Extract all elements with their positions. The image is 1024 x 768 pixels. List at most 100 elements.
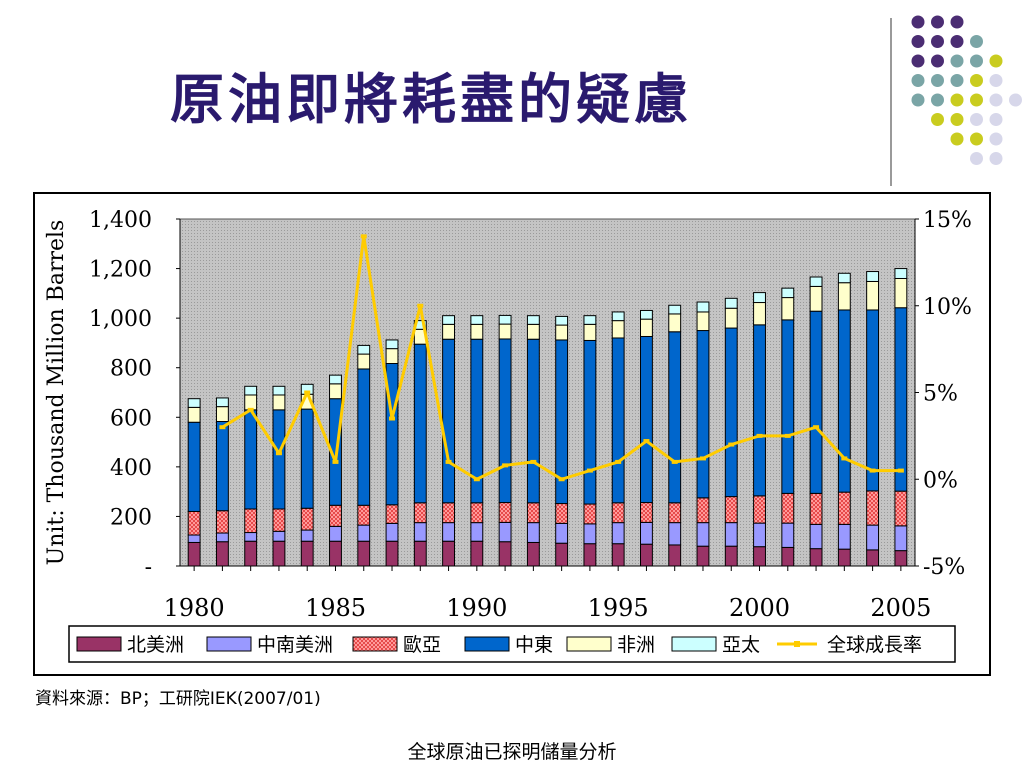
decor-dot <box>970 35 983 48</box>
bar-segment <box>866 524 880 551</box>
bar-segment <box>526 338 540 504</box>
bar-segment <box>640 335 653 504</box>
growth-rate-point <box>304 390 311 395</box>
bar-segment <box>442 315 455 325</box>
legend-label: 全球成長率 <box>827 634 922 656</box>
decor-dot <box>970 132 983 146</box>
growth-rate-point <box>813 425 820 430</box>
bar-segment <box>555 522 569 544</box>
legend <box>68 625 956 663</box>
bar-segment <box>215 510 229 534</box>
decor-dot <box>911 93 925 107</box>
growth-rate-point <box>473 477 480 482</box>
bar-segment <box>329 525 342 542</box>
growth-rate-point <box>389 416 396 421</box>
decor-dot <box>911 74 925 87</box>
bar-segment <box>668 313 682 333</box>
bar-segment <box>329 540 342 567</box>
legend-label: 中東 <box>515 634 553 656</box>
bar-segment <box>668 331 682 504</box>
bar-segment <box>668 522 682 546</box>
bar-segment <box>244 409 258 510</box>
chart-frame: - 200 400 600 800 1,000 1,200 1,400 -5% 0% 5% 10% 15… <box>33 192 991 676</box>
bar-segment <box>696 330 710 499</box>
bar-segment <box>470 522 484 542</box>
decor-dot <box>911 35 925 48</box>
legend-swatch <box>566 636 612 652</box>
bar-segment <box>640 502 653 523</box>
decor-dot <box>950 35 964 48</box>
growth-rate-point <box>869 468 876 473</box>
legend-swatch <box>206 636 252 652</box>
growth-rate-point <box>332 459 339 464</box>
bar-segment <box>555 542 569 567</box>
bar-segment <box>244 385 258 396</box>
bar-segment <box>809 492 823 525</box>
bar-segment <box>244 508 258 534</box>
bar-segment <box>215 420 229 512</box>
bar-segment <box>442 540 455 567</box>
bar-segment <box>526 522 540 543</box>
bar-segment <box>498 502 512 523</box>
growth-rate-point <box>219 425 226 430</box>
bar-segment <box>837 282 851 311</box>
decor-dot <box>950 54 964 68</box>
bar-segment <box>470 323 484 340</box>
growth-rate-point <box>643 439 650 444</box>
bar-segment <box>272 540 286 567</box>
bar-segment <box>413 540 427 567</box>
chart-caption: 全球原油已探明儲量分析 <box>407 741 617 763</box>
bar-segment <box>866 280 880 311</box>
y-axis-title: Unit: Thousand Million Barrels <box>44 220 69 566</box>
bar-segment <box>215 532 229 543</box>
growth-rate-point <box>530 459 537 464</box>
bar-segment <box>187 421 201 512</box>
bar-segment <box>498 314 512 325</box>
title-divider <box>890 18 892 186</box>
bar-segment <box>215 406 229 422</box>
bar-segment <box>611 320 625 339</box>
bar-segment <box>894 550 908 567</box>
decor-dot <box>950 93 964 107</box>
decor-dot <box>931 93 944 107</box>
growth-rate-point <box>558 477 565 482</box>
legend-swatch <box>671 636 717 652</box>
bar-segment <box>470 502 484 524</box>
decor-dot <box>950 132 964 146</box>
growth-rate-point <box>247 407 254 412</box>
bar-segment <box>300 540 314 567</box>
bar-segment <box>555 315 569 326</box>
bar-segment <box>696 301 710 313</box>
bar-segment <box>866 490 880 526</box>
bar-segment <box>300 507 314 531</box>
bar-segment <box>498 323 512 340</box>
decor-dot <box>970 152 983 165</box>
growth-rate-point <box>417 303 424 308</box>
bar-segment <box>696 522 710 547</box>
bar-segment <box>498 541 512 567</box>
bar-segment <box>640 543 653 567</box>
bar-segment <box>611 311 625 322</box>
decor-dot <box>989 113 1003 126</box>
bar-segment <box>611 522 625 545</box>
bar-segment <box>555 324 569 341</box>
legend-label: 歐亞 <box>403 634 441 656</box>
y2-tick-label: 5% <box>923 382 958 407</box>
bar-segment <box>385 348 399 365</box>
growth-rate-point <box>615 459 622 464</box>
bar-segment <box>187 510 201 536</box>
decor-dot <box>989 93 1003 107</box>
y2-tick-label: 15% <box>923 208 972 233</box>
y2-tick-label: 10% <box>923 295 972 320</box>
bar-segment <box>668 502 682 524</box>
bar-segment <box>413 343 427 504</box>
decor-dot <box>989 132 1003 146</box>
bar-segment <box>724 496 738 524</box>
growth-rate-point <box>897 468 904 473</box>
bar-segment <box>809 276 823 287</box>
slide-title: 原油即將耗盡的疑慮 <box>170 67 692 131</box>
bar-segment <box>470 540 484 567</box>
decor-dot <box>970 54 983 68</box>
source-note: 資料來源：BP；工研院IEK(2007/01) <box>35 689 321 709</box>
bar-segment <box>866 309 880 492</box>
